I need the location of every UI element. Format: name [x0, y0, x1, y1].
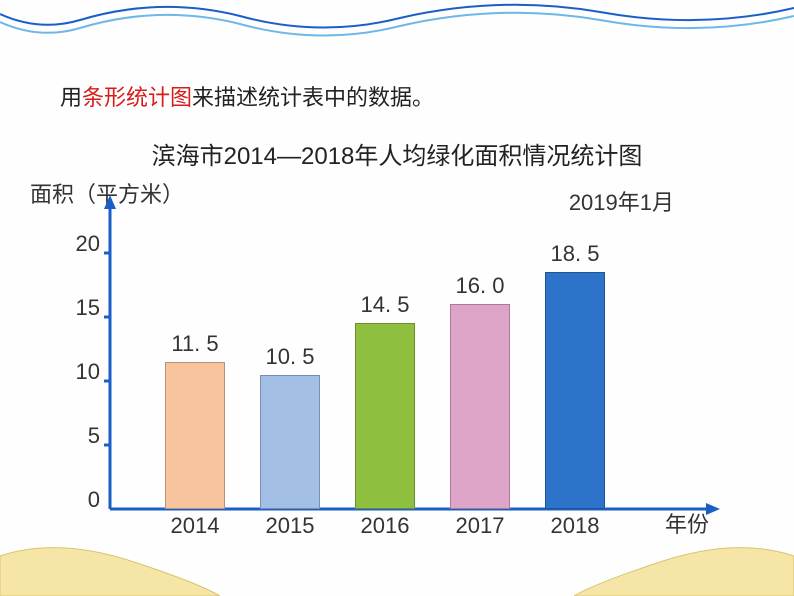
wave-decoration — [0, 0, 794, 40]
bar-label-2018: 18. 5 — [530, 241, 620, 267]
bar-2015 — [260, 375, 320, 509]
intro-prefix: 用 — [60, 85, 82, 110]
xcat-2017: 2017 — [440, 513, 520, 539]
bar-2018 — [545, 272, 605, 509]
xcat-2016: 2016 — [345, 513, 425, 539]
xcat-2014: 2014 — [155, 513, 235, 539]
bar-2014 — [165, 362, 225, 509]
chart-title: 滨海市2014—2018年人均绿化面积情况统计图 — [40, 136, 754, 171]
content-area: 用条形统计图来描述统计表中的数据。 滨海市2014—2018年人均绿化面积情况统… — [60, 80, 754, 559]
intro-highlight: 条形统计图 — [82, 85, 192, 110]
bar-label-2016: 14. 5 — [340, 292, 430, 318]
bar-label-2014: 11. 5 — [150, 331, 240, 357]
intro-sentence: 用条形统计图来描述统计表中的数据。 — [60, 80, 754, 112]
xcat-2018: 2018 — [535, 513, 615, 539]
bar-label-2015: 10. 5 — [245, 344, 335, 370]
intro-suffix: 来描述统计表中的数据。 — [192, 85, 434, 110]
bar-2016 — [355, 323, 415, 509]
bar-chart: 面积（平方米） 2019年1月 0 5 10 15 20 — [60, 179, 754, 559]
bar-2017 — [450, 304, 510, 509]
plot-region: 11. 5 10. 5 14. 5 16. 0 18. 5 2014 2015 … — [110, 229, 710, 509]
xcat-2015: 2015 — [250, 513, 330, 539]
x-axis-label: 年份 — [665, 507, 709, 539]
bar-label-2017: 16. 0 — [435, 273, 525, 299]
